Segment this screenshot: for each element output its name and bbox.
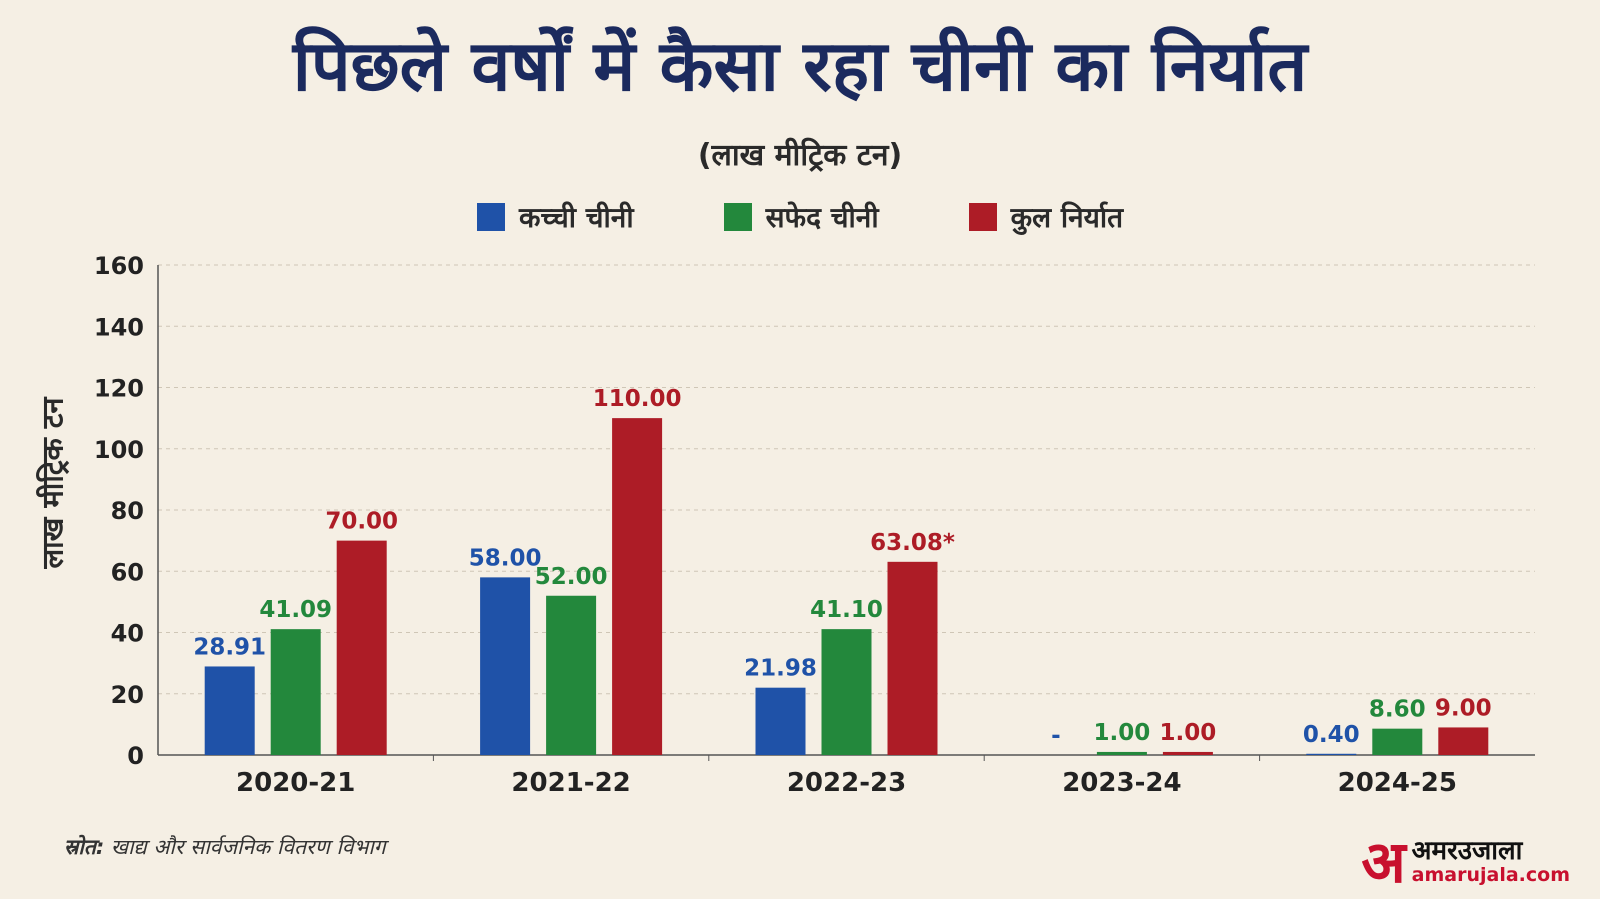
y-tick-label: 0 [127,742,144,770]
y-tick-label: 40 [111,620,144,648]
bar [204,666,255,755]
source-text: खाद्य और सार्वजनिक वितरण विभाग [104,835,386,859]
legend-label-white-sugar: सफेद चीनी [765,201,879,234]
data-label: 1.00 [1094,720,1151,746]
logo-text: अमरउजाला amarujala.com [1412,838,1570,885]
legend-swatch-white-sugar [723,203,752,231]
bar [612,418,663,755]
bar [1438,727,1489,755]
bar [1162,751,1213,755]
data-label: 110.00 [593,386,682,412]
data-label: 41.09 [259,597,332,623]
bar [1306,753,1357,755]
data-label: 8.60 [1369,697,1426,723]
legend-item-raw-sugar: कच्ची चीनी [476,198,634,236]
x-tick-label: 2022-23 [787,768,906,798]
bar [1372,728,1423,755]
source-note: स्रोत: खाद्य और सार्वजनिक वितरण विभाग [64,833,386,861]
y-tick-label: 20 [111,681,144,709]
y-tick-label: 160 [94,252,144,280]
y-tick-label: 60 [111,558,144,586]
bar [336,540,387,755]
bar [480,577,531,755]
logo-name: अमरउजाला [1411,836,1523,867]
data-label: 21.98 [744,656,817,682]
bar [887,561,938,755]
y-tick-label: 140 [94,313,144,341]
chart-subtitle: (लाख मीट्रिक टन) [697,138,903,173]
brand-logo: अ अमरउजाला amarujala.com [1361,833,1570,891]
legend-item-total-export: कुल निर्यात [968,198,1124,236]
data-label: 63.08* [870,530,955,556]
data-label: 41.10 [810,597,883,623]
data-label: 1.00 [1160,720,1217,746]
x-tick-label: 2021-22 [511,768,630,798]
y-tick-label: 80 [111,497,144,525]
x-tick-label: 2023-24 [1062,768,1181,798]
legend-item-white-sugar: सफेद चीनी [723,198,879,236]
x-tick-label: 2020-21 [236,768,355,798]
logo-mark: अ [1361,828,1406,896]
legend-swatch-raw-sugar [476,203,505,231]
data-label: 28.91 [193,634,266,660]
data-label: 52.00 [535,564,608,590]
bar [821,629,872,755]
data-label: 70.00 [325,509,398,535]
chart-title: पिछले वर्षों में कैसा रहा चीनी का निर्या… [292,25,1308,107]
legend: कच्ची चीनी सफेद चीनी कुल निर्यात [0,198,1600,236]
y-tick-label: 120 [94,375,144,403]
bar [755,687,806,755]
source-prefix: स्रोत: [64,835,105,859]
data-label: 58.00 [469,545,542,571]
bar [270,629,321,755]
logo-url: amarujala.com [1411,863,1570,886]
data-label: - [1051,723,1061,749]
data-label: 9.00 [1435,695,1492,721]
legend-swatch-total-export [968,203,997,231]
legend-label-total-export: कुल निर्यात [1010,201,1124,234]
x-tick-label: 2024-25 [1338,768,1457,798]
y-tick-label: 100 [94,436,144,464]
bar [1096,751,1147,755]
legend-label-raw-sugar: कच्ची चीनी [518,201,634,234]
bar [546,595,597,755]
data-label: 0.40 [1303,722,1360,748]
